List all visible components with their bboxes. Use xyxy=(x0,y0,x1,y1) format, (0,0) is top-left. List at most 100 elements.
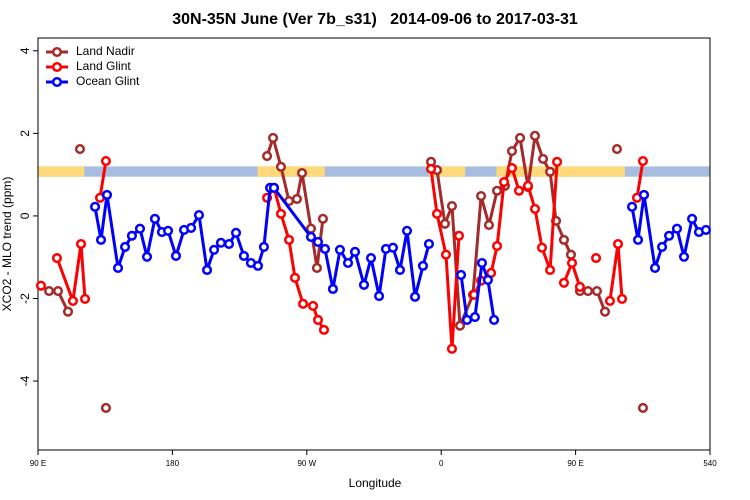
point xyxy=(574,281,585,292)
point xyxy=(558,277,570,288)
point xyxy=(700,224,712,236)
point xyxy=(439,218,450,229)
y-tick-label: -2 xyxy=(18,293,32,304)
point xyxy=(312,236,324,247)
point xyxy=(529,130,541,141)
y-tick-label: -4 xyxy=(18,375,32,386)
legend-label: Land Nadir xyxy=(76,44,135,58)
point xyxy=(149,213,160,224)
point xyxy=(461,314,473,326)
point xyxy=(79,293,91,304)
point xyxy=(327,283,338,295)
point xyxy=(401,225,413,236)
point xyxy=(456,269,467,281)
point xyxy=(163,225,174,236)
point xyxy=(582,286,594,297)
point xyxy=(100,155,111,167)
x-tick-label: 0 xyxy=(439,459,444,468)
point xyxy=(506,146,518,157)
point xyxy=(298,298,309,309)
point xyxy=(62,306,74,317)
point xyxy=(358,279,370,290)
point xyxy=(126,230,137,241)
point xyxy=(638,189,650,200)
point xyxy=(289,272,301,283)
point xyxy=(476,191,487,202)
point xyxy=(446,343,458,354)
point xyxy=(537,153,549,165)
point xyxy=(492,185,503,196)
point xyxy=(611,144,623,155)
point xyxy=(296,167,308,179)
point xyxy=(545,264,556,276)
point xyxy=(506,162,518,174)
point xyxy=(101,189,113,200)
point xyxy=(268,132,279,143)
point xyxy=(558,234,570,245)
point xyxy=(431,208,443,219)
point xyxy=(120,241,131,252)
point xyxy=(489,314,500,326)
y-tick-label: 0 xyxy=(18,212,32,219)
point xyxy=(365,252,377,264)
point xyxy=(170,250,182,262)
point xyxy=(591,286,603,297)
point xyxy=(552,156,563,167)
point xyxy=(193,210,205,221)
point xyxy=(482,274,493,285)
point xyxy=(95,234,107,245)
point xyxy=(440,249,452,260)
point xyxy=(268,182,279,193)
x-tick-label: 90 E xyxy=(567,459,583,468)
y-axis-label: XCO2 - MLO trend (ppm) xyxy=(0,177,14,312)
point xyxy=(545,166,556,177)
point xyxy=(262,151,273,162)
land-band xyxy=(496,166,625,177)
land-band xyxy=(429,166,466,177)
x-tick-label: 90 W xyxy=(297,459,316,468)
chart-title: 30N-35N June (Ver 7b_s31) 2014-09-06 to … xyxy=(172,11,578,28)
point xyxy=(425,163,437,174)
point xyxy=(275,208,287,219)
point xyxy=(483,219,495,231)
point xyxy=(632,234,644,245)
point xyxy=(536,242,548,253)
point xyxy=(604,295,615,307)
point xyxy=(209,244,220,255)
point xyxy=(186,222,197,233)
point xyxy=(312,314,324,326)
point xyxy=(100,402,111,413)
point xyxy=(74,144,86,155)
point xyxy=(423,238,435,250)
point xyxy=(35,280,47,291)
point xyxy=(134,223,146,234)
point xyxy=(626,201,638,212)
point xyxy=(317,213,328,224)
point xyxy=(258,241,269,252)
point xyxy=(311,262,323,273)
point xyxy=(319,243,331,255)
point xyxy=(657,241,668,252)
point xyxy=(75,238,87,250)
point xyxy=(283,234,295,245)
point xyxy=(499,177,510,188)
point xyxy=(637,155,648,167)
point xyxy=(305,231,317,243)
y-tick-label: 2 xyxy=(18,130,32,137)
point xyxy=(349,246,361,257)
point xyxy=(417,260,429,271)
point xyxy=(342,257,354,269)
land-band xyxy=(257,166,325,177)
point xyxy=(238,250,249,262)
point xyxy=(112,262,124,273)
point xyxy=(215,237,226,248)
point xyxy=(291,193,302,205)
point xyxy=(522,180,534,191)
ocean-band xyxy=(38,166,710,177)
point xyxy=(141,251,153,262)
point xyxy=(454,320,466,331)
point xyxy=(394,264,406,276)
point xyxy=(492,241,503,252)
point xyxy=(89,201,101,212)
